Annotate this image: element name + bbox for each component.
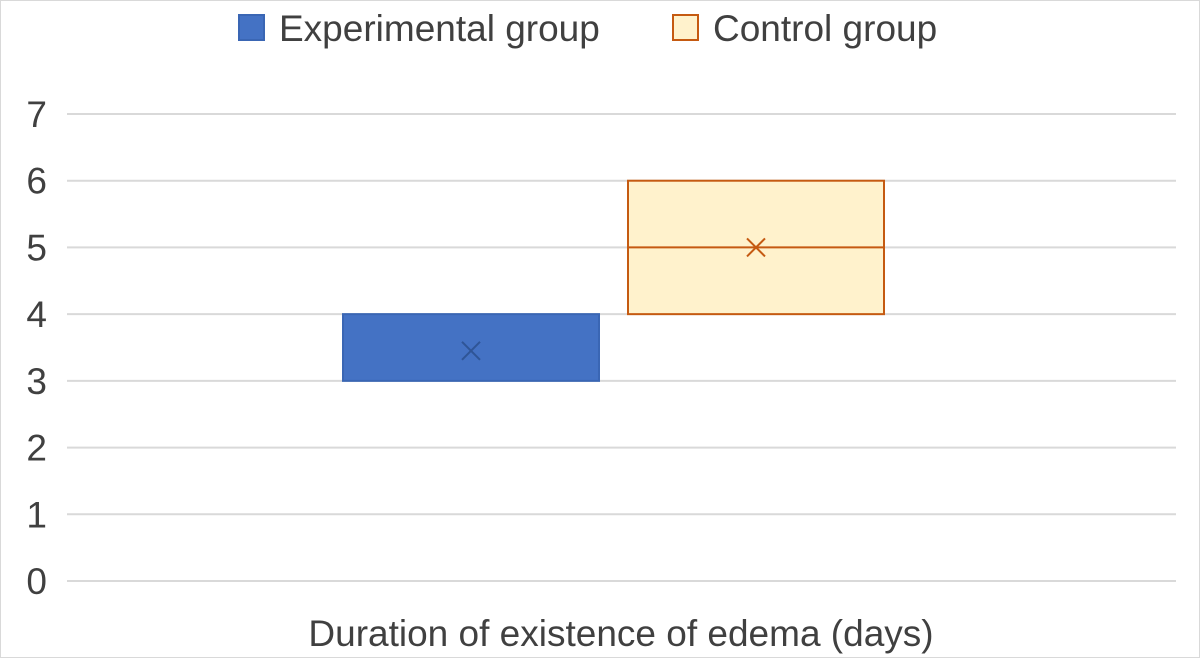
- gridlines: [67, 113, 1176, 582]
- y-tick-label: 0: [26, 561, 47, 602]
- legend: Experimental group Control group: [238, 8, 937, 49]
- y-tick-label: 5: [26, 227, 47, 268]
- y-tick-label: 7: [26, 94, 47, 135]
- legend-swatch: [238, 14, 265, 41]
- legend-item-control-group: Control group: [672, 8, 937, 49]
- mean-marker: [461, 341, 481, 361]
- legend-label: Control group: [713, 8, 937, 49]
- box-body: [342, 313, 600, 382]
- y-tick-label: 3: [26, 361, 47, 402]
- mean-marker: [746, 237, 766, 258]
- y-axis-tick-labels: 0 1 2 3 4 5 6 7: [26, 94, 47, 602]
- y-tick-label: 6: [26, 161, 47, 202]
- box-control-group: [627, 179, 885, 316]
- y-tick-label: 1: [26, 494, 47, 535]
- legend-label: Experimental group: [279, 8, 600, 49]
- boxes: [342, 179, 885, 382]
- x-axis-title: Duration of existence of edema (days): [308, 613, 933, 654]
- legend-swatch: [672, 14, 699, 41]
- box-experimental-group: [342, 313, 600, 382]
- y-tick-label: 4: [26, 294, 47, 335]
- y-tick-label: 2: [26, 428, 47, 469]
- legend-item-experimental-group: Experimental group: [238, 8, 600, 49]
